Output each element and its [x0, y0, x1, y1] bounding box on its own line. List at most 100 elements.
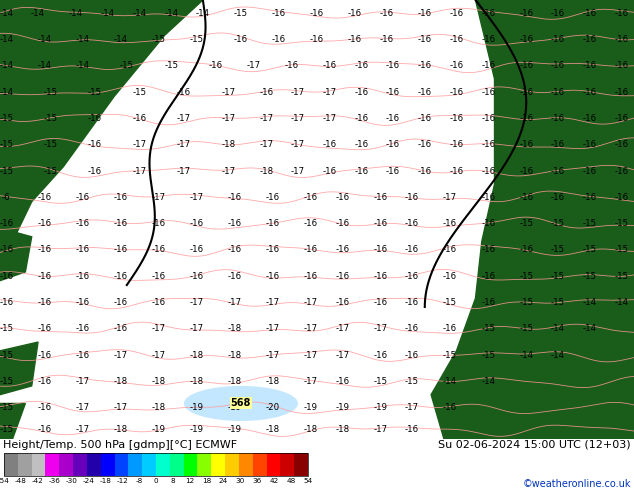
Text: -17: -17: [221, 167, 235, 175]
Text: -18: -18: [190, 377, 204, 386]
Text: -16: -16: [304, 272, 318, 281]
Text: -17: -17: [373, 324, 387, 333]
Text: -18: -18: [266, 377, 280, 386]
Text: -18: -18: [228, 324, 242, 333]
Bar: [266, 453, 280, 476]
Text: -14: -14: [113, 35, 127, 44]
Text: -15: -15: [44, 114, 58, 123]
Text: -16: -16: [335, 272, 349, 281]
Text: -16: -16: [335, 193, 349, 202]
Text: -16: -16: [335, 219, 349, 228]
Text: -15: -15: [583, 272, 597, 281]
Text: -14: -14: [37, 61, 51, 70]
Text: -16: -16: [386, 114, 400, 123]
Text: -15: -15: [152, 35, 165, 44]
Text: -16: -16: [380, 35, 394, 44]
Bar: [197, 453, 211, 476]
Text: -16: -16: [113, 324, 127, 333]
Bar: [4, 453, 18, 476]
Text: -16: -16: [583, 35, 597, 44]
Text: -16: -16: [88, 140, 102, 149]
Text: -15: -15: [614, 219, 628, 228]
Text: -17: -17: [190, 324, 204, 333]
Text: -15: -15: [0, 324, 13, 333]
Text: -16: -16: [405, 193, 419, 202]
Text: ©weatheronline.co.uk: ©weatheronline.co.uk: [522, 479, 631, 489]
Text: -18: -18: [152, 403, 165, 413]
Text: -17: -17: [291, 114, 305, 123]
Text: -16: -16: [443, 219, 457, 228]
Text: -18: -18: [113, 425, 127, 434]
Text: -16: -16: [37, 351, 51, 360]
Text: -16: -16: [266, 245, 280, 254]
Text: -17: -17: [323, 114, 337, 123]
Text: -14: -14: [551, 351, 565, 360]
Text: -16: -16: [519, 88, 533, 97]
Text: -48: -48: [15, 478, 27, 484]
Bar: [253, 453, 266, 476]
Text: -14: -14: [583, 298, 597, 307]
Text: -15: -15: [519, 298, 533, 307]
Text: -15: -15: [551, 298, 565, 307]
Text: -14: -14: [75, 61, 89, 70]
Text: -17: -17: [323, 88, 337, 97]
Text: -16: -16: [228, 219, 242, 228]
Text: -16: -16: [373, 245, 387, 254]
Text: -17: -17: [152, 193, 165, 202]
Text: -16: -16: [614, 88, 628, 97]
Text: -16: -16: [614, 140, 628, 149]
Text: -16: -16: [304, 245, 318, 254]
Text: -19: -19: [190, 403, 204, 413]
Text: -14: -14: [614, 298, 628, 307]
Text: -18: -18: [259, 167, 273, 175]
Text: -17: -17: [133, 167, 146, 175]
Text: -14: -14: [0, 88, 13, 97]
Text: -16: -16: [304, 193, 318, 202]
Text: -16: -16: [348, 9, 362, 18]
Bar: [142, 453, 156, 476]
Text: -16: -16: [386, 140, 400, 149]
Text: -17: -17: [373, 425, 387, 434]
Text: -16: -16: [259, 88, 273, 97]
Text: -16: -16: [450, 61, 463, 70]
Text: -16: -16: [37, 425, 51, 434]
Text: -16: -16: [551, 88, 565, 97]
Text: -16: -16: [37, 377, 51, 386]
Text: -16: -16: [386, 88, 400, 97]
Text: -16: -16: [88, 167, 102, 175]
Text: -12: -12: [116, 478, 128, 484]
Text: -16: -16: [443, 272, 457, 281]
Text: -16: -16: [405, 351, 419, 360]
Text: -16: -16: [177, 88, 191, 97]
Text: -17: -17: [405, 403, 419, 413]
Text: -17: -17: [266, 351, 280, 360]
Text: -16: -16: [450, 140, 463, 149]
Text: -16: -16: [481, 61, 495, 70]
Text: -16: -16: [481, 140, 495, 149]
Text: -16: -16: [37, 272, 51, 281]
Text: -16: -16: [323, 167, 337, 175]
Bar: [46, 453, 59, 476]
Text: -16: -16: [551, 9, 565, 18]
Text: -17: -17: [304, 324, 318, 333]
Text: -16: -16: [583, 88, 597, 97]
Text: -16: -16: [75, 219, 89, 228]
Text: -19: -19: [228, 425, 242, 434]
Text: -17: -17: [443, 193, 457, 202]
Text: 42: 42: [269, 478, 279, 484]
Text: -14: -14: [551, 324, 565, 333]
Bar: [128, 453, 142, 476]
Text: -16: -16: [304, 219, 318, 228]
Text: -19: -19: [304, 403, 318, 413]
Text: -15: -15: [583, 219, 597, 228]
Bar: [239, 453, 253, 476]
Text: -17: -17: [177, 140, 191, 149]
Text: -15: -15: [0, 167, 13, 175]
Text: -14: -14: [37, 35, 51, 44]
Text: -16: -16: [373, 193, 387, 202]
Text: -16: -16: [37, 219, 51, 228]
Text: -16: -16: [481, 114, 495, 123]
Text: -16: -16: [481, 298, 495, 307]
Text: -15: -15: [373, 377, 387, 386]
Text: -17: -17: [152, 351, 165, 360]
